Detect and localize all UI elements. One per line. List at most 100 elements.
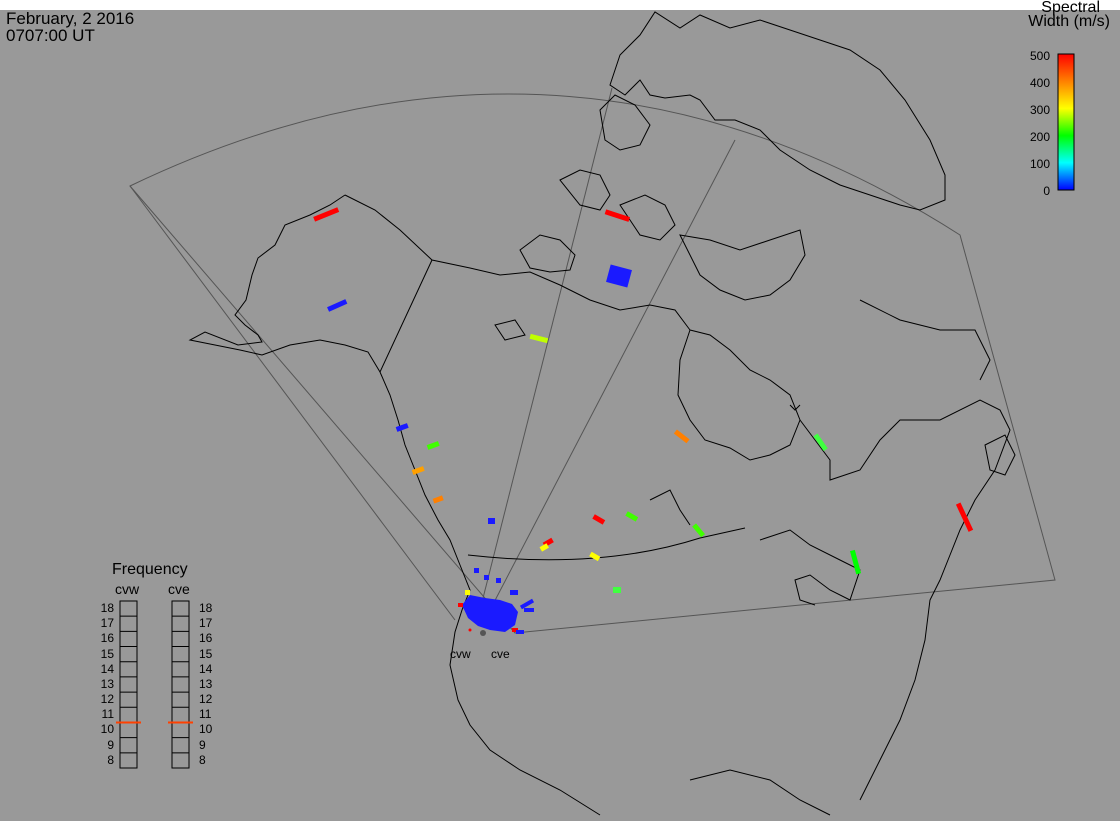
echo-cell — [395, 423, 409, 432]
freq-scale-label: 12 — [199, 692, 213, 707]
radar-label-cve: cve — [491, 647, 510, 661]
echo-cell — [488, 518, 495, 524]
echo-cell — [692, 523, 706, 538]
colorbar-title-1: Spectral — [1041, 0, 1100, 16]
echo-cell — [524, 608, 534, 612]
gulf-coast — [689, 769, 831, 816]
colorbar-tick: 0 — [1043, 184, 1050, 198]
melville-island — [559, 169, 611, 211]
echo-cluster — [462, 595, 518, 632]
radar-site-marker — [480, 630, 486, 636]
freq-scale-label: 11 — [199, 707, 212, 722]
freq-scale-label: 14 — [199, 661, 213, 676]
echo-cell — [512, 628, 518, 632]
ak-yukon-border — [379, 259, 433, 373]
hudson-bay — [677, 329, 801, 461]
freq-scale-label: 18 — [199, 601, 213, 615]
freq-scale-label: 9 — [107, 737, 114, 752]
colorbar-tick: 200 — [1029, 130, 1050, 144]
echo-cell — [955, 502, 974, 532]
fov-cvw-boundary — [479, 87, 613, 611]
freq-scale-label: 12 — [100, 692, 114, 707]
echo-cell — [606, 264, 632, 288]
lake-winnipeg — [649, 489, 691, 526]
colorbar-tick: 400 — [1029, 76, 1050, 90]
echo-cell — [313, 207, 340, 222]
freq-radar-cvw: cvw — [115, 581, 140, 597]
freq-scale-label: 13 — [199, 676, 213, 691]
colorbar — [1057, 53, 1075, 191]
echo-cell — [484, 575, 489, 580]
colorbar-tick: 100 — [1029, 157, 1050, 171]
echo-cell — [411, 466, 425, 475]
echo-cell — [458, 603, 463, 607]
freq-bar-cve — [171, 600, 190, 769]
echo-cell — [613, 587, 621, 593]
echo-cell — [849, 549, 862, 575]
devon-island — [619, 194, 676, 241]
echo-cell — [604, 209, 630, 222]
time-label: 0707:00 UT — [6, 26, 95, 45]
fov-outline — [129, 93, 1056, 634]
frequency-title: Frequency — [112, 561, 188, 578]
freq-scale-label: 15 — [199, 646, 213, 661]
newfoundland — [984, 434, 1016, 476]
great-lakes — [759, 529, 861, 606]
freq-scale-label: 14 — [100, 661, 114, 676]
radar-site-dot — [468, 628, 472, 632]
echo-cell — [813, 433, 828, 452]
freq-scale-label: 8 — [199, 752, 206, 767]
freq-scale-label: 10 — [199, 722, 213, 737]
date-label: February, 2 2016 — [6, 9, 135, 28]
colorbar-title-2: Width (m/s) — [1028, 13, 1110, 30]
fov-cve-boundary — [489, 139, 736, 611]
freq-scale-label: 17 — [100, 616, 114, 631]
echo-cells — [313, 207, 974, 634]
echo-cell — [592, 514, 606, 525]
colorbar-tick: 300 — [1029, 103, 1050, 117]
baffin-island — [679, 229, 806, 301]
freq-grid — [120, 615, 189, 754]
freq-bar-cvw — [119, 600, 138, 769]
freq-scale-label: 17 — [199, 616, 213, 631]
freq-scale-label: 18 — [100, 601, 114, 615]
colorbar-tick: 500 — [1029, 49, 1050, 63]
labrador-coast — [859, 299, 991, 381]
freq-scale-label: 10 — [100, 722, 114, 737]
freq-scale-label: 11 — [101, 707, 114, 722]
echo-cell — [465, 590, 470, 595]
freq-scale-label: 16 — [100, 631, 114, 646]
freq-scale-label: 15 — [100, 646, 114, 661]
map-background — [0, 10, 1120, 821]
james-bay-island — [789, 404, 801, 411]
echo-cell — [539, 543, 549, 552]
echo-cell — [327, 299, 348, 312]
coastlines — [188, 11, 1016, 816]
banks-island-south — [494, 319, 526, 341]
echo-cell — [673, 429, 690, 444]
freq-scale-label: 16 — [199, 631, 213, 646]
freq-radar-cve: cve — [168, 581, 190, 597]
victoria-island — [519, 234, 576, 273]
arctic-coast — [344, 194, 691, 331]
greenland-coast — [609, 11, 946, 211]
echo-cell — [426, 441, 440, 450]
ellesmere-island — [599, 94, 651, 151]
echo-cell — [496, 578, 501, 583]
east-coast — [799, 399, 1011, 801]
echo-cell — [589, 551, 601, 562]
freq-scale-label: 8 — [107, 752, 114, 767]
echo-cell — [625, 511, 639, 522]
echo-cell — [529, 333, 549, 344]
echo-cell — [432, 495, 444, 504]
echo-cell — [516, 630, 524, 634]
echo-cell — [519, 598, 535, 610]
echo-cell — [510, 590, 518, 595]
echo-cell — [474, 568, 479, 573]
fov-left-edge — [129, 185, 456, 621]
freq-scale-label: 13 — [100, 676, 114, 691]
field-of-view — [129, 87, 1056, 634]
radar-label-cvw: cvw — [450, 647, 471, 661]
west-coast — [188, 194, 601, 816]
